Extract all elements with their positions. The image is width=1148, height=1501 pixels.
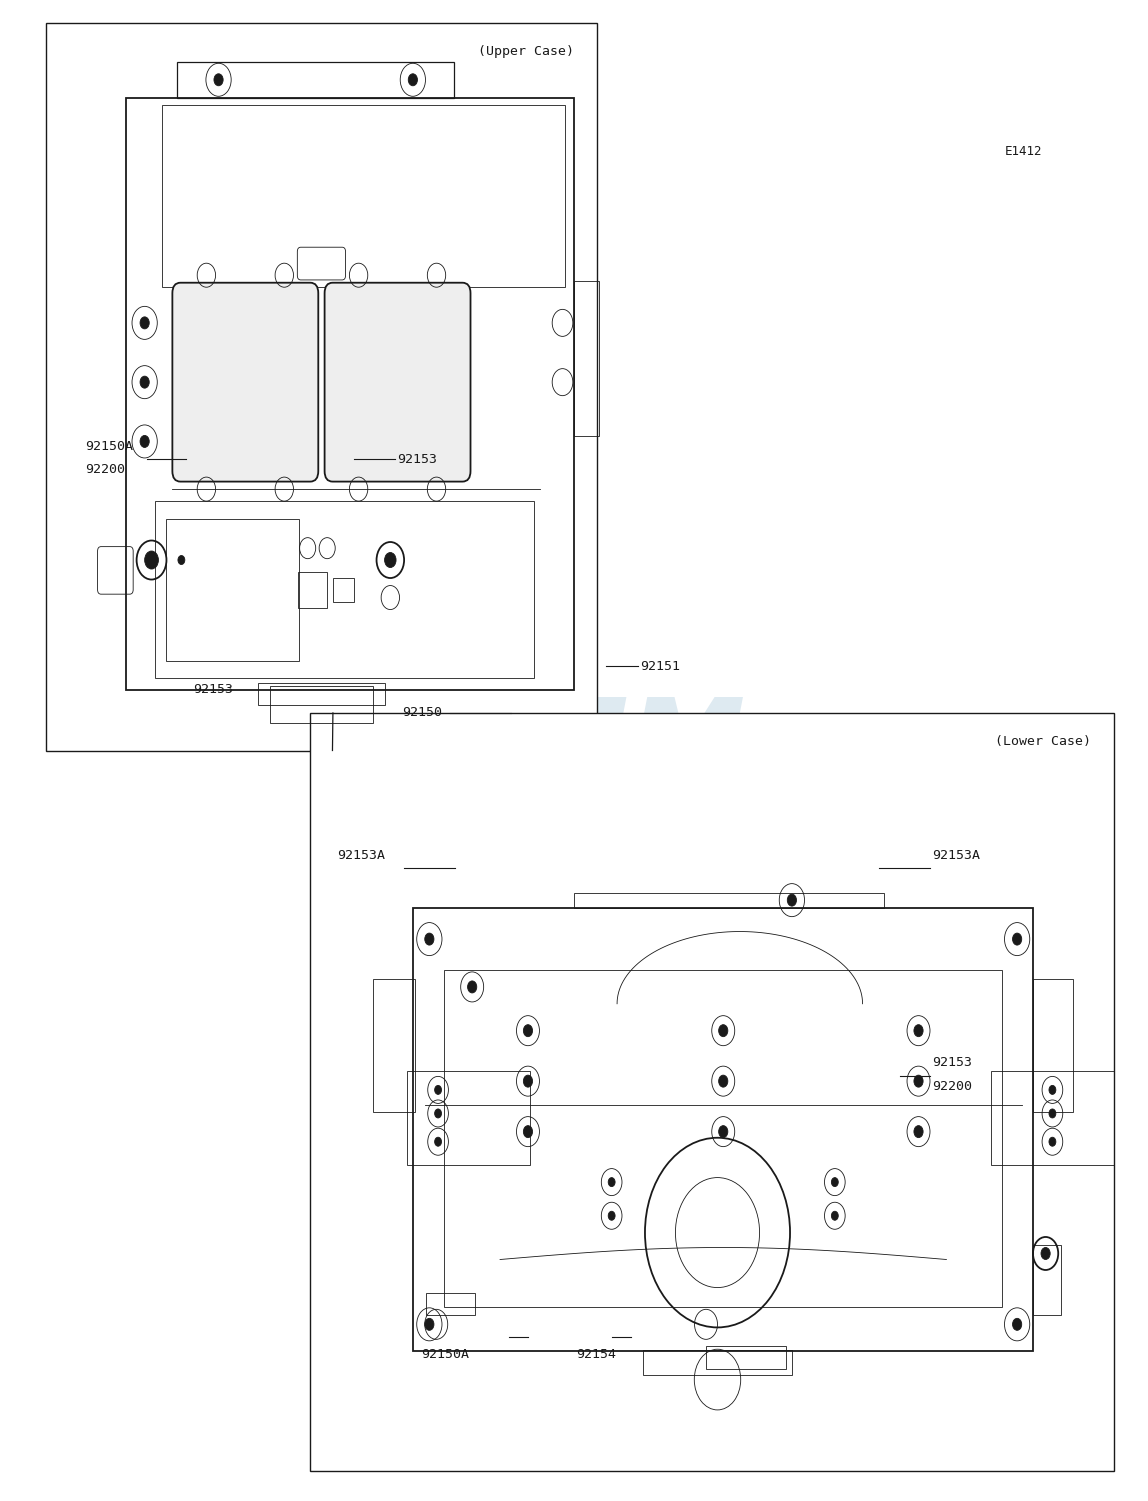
Bar bbox=[1033, 1244, 1061, 1315]
Bar bbox=[643, 1349, 792, 1375]
Circle shape bbox=[719, 1126, 728, 1138]
Text: OEM: OEM bbox=[448, 693, 746, 808]
Circle shape bbox=[435, 1138, 442, 1147]
Circle shape bbox=[831, 1178, 838, 1187]
Bar bbox=[333, 578, 354, 602]
Circle shape bbox=[719, 1025, 728, 1037]
Bar bbox=[574, 893, 884, 908]
Text: 92153A: 92153A bbox=[932, 848, 980, 862]
Circle shape bbox=[140, 317, 149, 329]
Circle shape bbox=[523, 1025, 533, 1037]
Text: 92200: 92200 bbox=[85, 462, 125, 476]
Bar bbox=[46, 23, 597, 750]
FancyBboxPatch shape bbox=[172, 282, 318, 482]
Text: 92153: 92153 bbox=[397, 453, 437, 465]
Bar bbox=[310, 713, 1114, 1471]
Circle shape bbox=[1049, 1138, 1056, 1147]
Circle shape bbox=[1049, 1085, 1056, 1094]
Bar bbox=[258, 683, 385, 705]
Circle shape bbox=[467, 982, 476, 994]
Text: 92153: 92153 bbox=[193, 683, 233, 696]
Bar bbox=[126, 98, 574, 690]
Circle shape bbox=[1049, 1109, 1056, 1118]
Circle shape bbox=[608, 1211, 615, 1220]
Bar bbox=[991, 1072, 1114, 1165]
Bar bbox=[177, 62, 455, 98]
Bar bbox=[298, 572, 327, 608]
Circle shape bbox=[788, 895, 797, 907]
Text: 92154: 92154 bbox=[576, 1348, 616, 1361]
Bar bbox=[1033, 979, 1073, 1112]
Circle shape bbox=[140, 377, 149, 389]
Circle shape bbox=[831, 1211, 838, 1220]
Bar bbox=[426, 1294, 475, 1315]
Circle shape bbox=[409, 74, 418, 86]
Text: M O T O R P A R T S: M O T O R P A R T S bbox=[501, 854, 693, 872]
Bar bbox=[155, 501, 534, 678]
Bar bbox=[166, 519, 298, 660]
Text: 92150A: 92150A bbox=[85, 440, 133, 453]
Circle shape bbox=[914, 1025, 923, 1037]
Text: 92200: 92200 bbox=[932, 1079, 972, 1093]
Text: E1412: E1412 bbox=[1004, 144, 1042, 158]
Circle shape bbox=[523, 1126, 533, 1138]
Text: 92151: 92151 bbox=[641, 660, 681, 672]
Circle shape bbox=[435, 1109, 442, 1118]
Circle shape bbox=[145, 551, 158, 569]
Circle shape bbox=[914, 1126, 923, 1138]
Bar bbox=[408, 1072, 530, 1165]
Text: 92150A: 92150A bbox=[421, 1348, 470, 1361]
Text: 92150: 92150 bbox=[402, 707, 442, 719]
Circle shape bbox=[435, 1085, 442, 1094]
Bar bbox=[373, 979, 414, 1112]
Circle shape bbox=[1013, 934, 1022, 946]
Bar bbox=[270, 686, 373, 723]
Circle shape bbox=[425, 1318, 434, 1330]
Text: 92153A: 92153A bbox=[338, 848, 386, 862]
Circle shape bbox=[214, 74, 223, 86]
Text: (Lower Case): (Lower Case) bbox=[994, 735, 1091, 749]
Circle shape bbox=[385, 552, 396, 567]
Circle shape bbox=[140, 435, 149, 447]
Bar bbox=[444, 970, 1002, 1306]
Text: 92153: 92153 bbox=[932, 1055, 972, 1069]
Bar bbox=[574, 281, 599, 435]
Circle shape bbox=[523, 1075, 533, 1087]
Circle shape bbox=[914, 1075, 923, 1087]
Circle shape bbox=[1041, 1247, 1050, 1259]
FancyBboxPatch shape bbox=[325, 282, 471, 482]
Bar bbox=[706, 1346, 786, 1369]
Circle shape bbox=[608, 1178, 615, 1187]
Circle shape bbox=[1013, 1318, 1022, 1330]
Bar bbox=[162, 105, 565, 287]
Circle shape bbox=[425, 934, 434, 946]
Circle shape bbox=[719, 1075, 728, 1087]
Text: (Upper Case): (Upper Case) bbox=[478, 45, 574, 59]
Circle shape bbox=[178, 555, 185, 564]
Bar bbox=[413, 908, 1033, 1351]
